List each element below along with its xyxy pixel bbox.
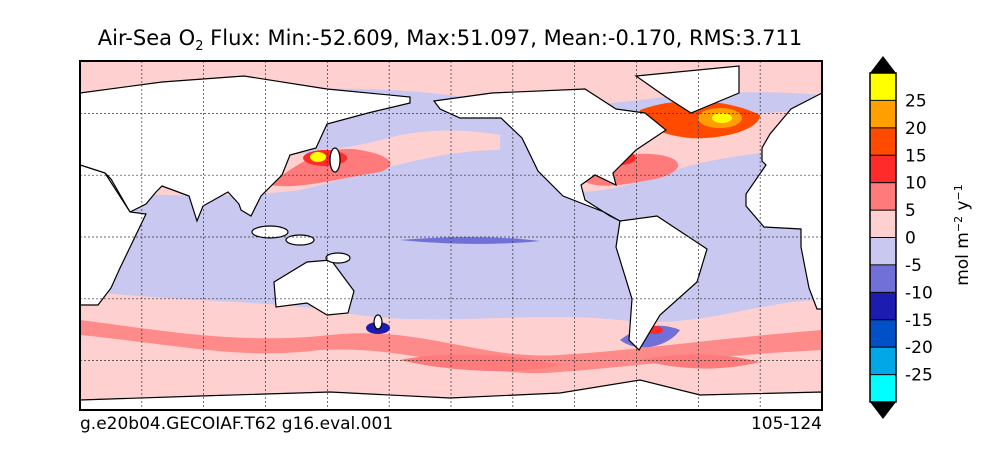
colorbar-segment bbox=[870, 73, 896, 101]
colorbar-tick-label: 10 bbox=[905, 174, 927, 194]
colorbar-tick-label: -10 bbox=[905, 283, 933, 303]
title-subscript: 2 bbox=[195, 39, 204, 55]
flux-region bbox=[400, 354, 560, 372]
colorbar-tick-label: -20 bbox=[905, 338, 933, 358]
island bbox=[325, 252, 351, 264]
colorbar-segment bbox=[870, 237, 896, 266]
title-text: Air-Sea O bbox=[97, 26, 196, 50]
colorbar-segment bbox=[870, 210, 896, 238]
land bbox=[80, 65, 822, 410]
title-text: Flux: Min:-52.609, Max:51.097, Mean:-0.1… bbox=[203, 26, 803, 50]
colorbar-tick-label: 20 bbox=[905, 119, 927, 139]
map-frame bbox=[79, 60, 823, 411]
footer-right: 105-124 bbox=[750, 414, 822, 434]
colorbar-tick-label: -25 bbox=[905, 366, 933, 386]
colorbar-segment bbox=[870, 292, 896, 321]
flux-region bbox=[400, 237, 540, 244]
flux-region bbox=[270, 149, 391, 187]
island bbox=[329, 147, 341, 173]
island bbox=[373, 314, 383, 330]
colorbar-extend-top bbox=[870, 56, 896, 73]
flux-region bbox=[640, 354, 760, 369]
greenland bbox=[634, 65, 740, 114]
map-field bbox=[80, 61, 822, 410]
map-title: Air-Sea O2 Flux: Min:-52.609, Max:51.097… bbox=[0, 26, 900, 54]
colorbar-segment bbox=[870, 155, 896, 184]
colorbar-tick-label: -15 bbox=[905, 311, 933, 331]
colorbar-tick-label: 15 bbox=[905, 146, 927, 166]
colorbar: -25 -20 -15 -10 -5 0 5 10 15 20 25 bbox=[869, 56, 933, 419]
colorbar-extend-bottom bbox=[870, 402, 896, 419]
label-text: y bbox=[953, 200, 973, 215]
north-america bbox=[432, 88, 668, 222]
label-exponent: −1 bbox=[952, 184, 965, 200]
colorbar-segment bbox=[870, 127, 896, 156]
colorbar-tick-label: 5 bbox=[905, 201, 916, 221]
colorbar-segment bbox=[870, 319, 896, 348]
africa-east bbox=[80, 164, 147, 306]
colorbar-segment bbox=[870, 347, 896, 376]
colorbar-tick-label: 25 bbox=[905, 91, 927, 111]
colorbar-segment bbox=[870, 182, 896, 211]
label-exponent: −2 bbox=[952, 216, 965, 232]
flux-region bbox=[712, 113, 732, 123]
australia bbox=[273, 259, 355, 316]
colorbar-segment bbox=[870, 374, 896, 403]
label-text: mol m bbox=[953, 232, 973, 286]
colorbar-label: mol m−2 y−1 bbox=[952, 184, 974, 286]
colorbar-tick-label: 0 bbox=[905, 229, 916, 249]
colorbar-segment bbox=[870, 100, 896, 129]
south-america bbox=[615, 215, 708, 351]
island bbox=[251, 225, 289, 239]
europe-africa-west bbox=[745, 92, 822, 310]
colorbar-tick-label: -5 bbox=[905, 256, 922, 276]
island bbox=[285, 234, 315, 246]
flux-region bbox=[310, 152, 326, 162]
eurasia bbox=[80, 75, 411, 223]
colorbar-segment bbox=[870, 264, 896, 293]
footer-left: g.e20b04.GECOIAF.T62 g16.eval.001 bbox=[80, 414, 394, 434]
